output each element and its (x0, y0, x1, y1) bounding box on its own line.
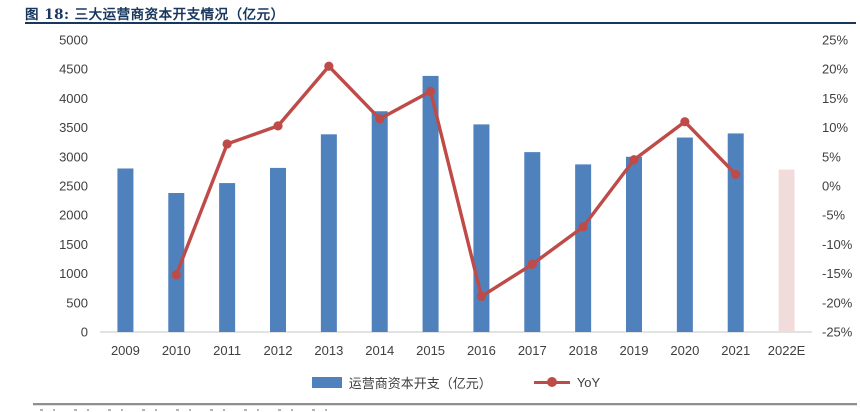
x-tick-2017: 2017 (518, 343, 547, 358)
yoy-point-2019 (629, 155, 639, 165)
legend-item-capex: 运营商资本开支（亿元） (311, 373, 492, 392)
x-tick-2019: 2019 (620, 343, 649, 358)
y-left-tick-500: 500 (66, 295, 88, 310)
y-right-tick--25%: -25% (822, 325, 853, 340)
y-left-tick-4000: 4000 (59, 91, 88, 106)
footer-source-text-clipped (40, 409, 340, 411)
y-right-tick-5%: 5% (822, 149, 841, 164)
y-right-tick-20%: 20% (822, 62, 848, 77)
legend-item-yoy: YoY (533, 374, 601, 390)
bar-2011 (219, 183, 236, 332)
yoy-point-2021 (731, 169, 741, 179)
bar-2012 (270, 167, 286, 332)
y-right-tick-10%: 10% (822, 120, 848, 135)
y-left-tick-1000: 1000 (59, 266, 88, 281)
y-right-tick-25%: 25% (822, 33, 848, 48)
yoy-point-2010 (171, 270, 181, 280)
bar-2022E (778, 169, 795, 332)
line-swatch-icon (533, 377, 570, 388)
bar-2015 (422, 75, 439, 332)
y-left-tick-5000: 5000 (59, 33, 88, 48)
y-right-tick-0%: 0% (822, 179, 841, 194)
capex-combo-chart: 0 500 1000 1500 2000 2500 3000 3500 4000 4500 5000… (59, 33, 853, 359)
x-tick-2014: 2014 (365, 343, 394, 358)
bar-2021 (727, 133, 744, 332)
y-left-tick-3500: 3500 (59, 120, 88, 135)
y-left-tick-0: 0 (81, 325, 88, 340)
y-left-tick-4500: 4500 (59, 62, 88, 77)
y-left-tick-1500: 1500 (59, 237, 88, 252)
yoy-point-2016 (476, 291, 487, 301)
x-tick-2021: 2021 (721, 343, 750, 358)
y-right-tick-15%: 15% (822, 91, 848, 106)
y-left-tick-3000: 3000 (59, 149, 88, 164)
bar-swatch-icon (311, 376, 342, 388)
legend-label-yoy: YoY (576, 374, 601, 390)
legend-label-capex: 运营商资本开支（亿元） (348, 375, 492, 391)
bar-2020 (676, 137, 693, 332)
x-tick-2015: 2015 (416, 343, 445, 358)
yoy-point-2017 (527, 259, 537, 269)
bar-2014 (371, 111, 388, 332)
yoy-point-2018 (578, 222, 588, 232)
x-tick-2009: 2009 (111, 343, 140, 358)
bar-2013 (320, 134, 337, 332)
bar-2019 (626, 156, 642, 332)
title-underline (25, 22, 856, 24)
yoy-point-2014 (375, 114, 385, 124)
y-right-tick--20%: -20% (822, 295, 853, 310)
y-left-tick-2500: 2500 (59, 179, 88, 194)
x-tick-2018: 2018 (569, 343, 598, 358)
y-left-tick-2000: 2000 (59, 208, 88, 223)
x-tick-2011: 2011 (213, 343, 241, 358)
x-tick-2013: 2013 (314, 343, 343, 358)
x-tick-2020: 2020 (670, 343, 699, 358)
page-title: 图 18: 三大运营商资本开支情况（亿元） (25, 7, 285, 23)
y-right-tick--15%: -15% (822, 266, 853, 281)
x-tick-2010: 2010 (162, 343, 191, 358)
yoy-point-2012 (273, 121, 283, 131)
footer-divider (33, 403, 857, 406)
x-tick-2012: 2012 (264, 343, 293, 358)
y-right-tick--10%: -10% (822, 237, 853, 252)
x-tick-2022E: 2022E (768, 343, 806, 358)
y-right-tick--5%: -5% (822, 208, 846, 223)
bar-2017 (524, 152, 541, 332)
bar-2010 (168, 193, 185, 332)
x-tick-2016: 2016 (467, 343, 496, 358)
bar-2009 (117, 168, 134, 332)
yoy-point-2013 (324, 61, 334, 71)
yoy-point-2011 (222, 139, 232, 149)
legend: 运营商资本开支（亿元） YoY (26, 371, 860, 393)
bar-2018 (575, 164, 592, 332)
yoy-point-2020 (680, 117, 690, 127)
yoy-point-2015 (425, 86, 436, 96)
yoy-line (174, 64, 737, 299)
